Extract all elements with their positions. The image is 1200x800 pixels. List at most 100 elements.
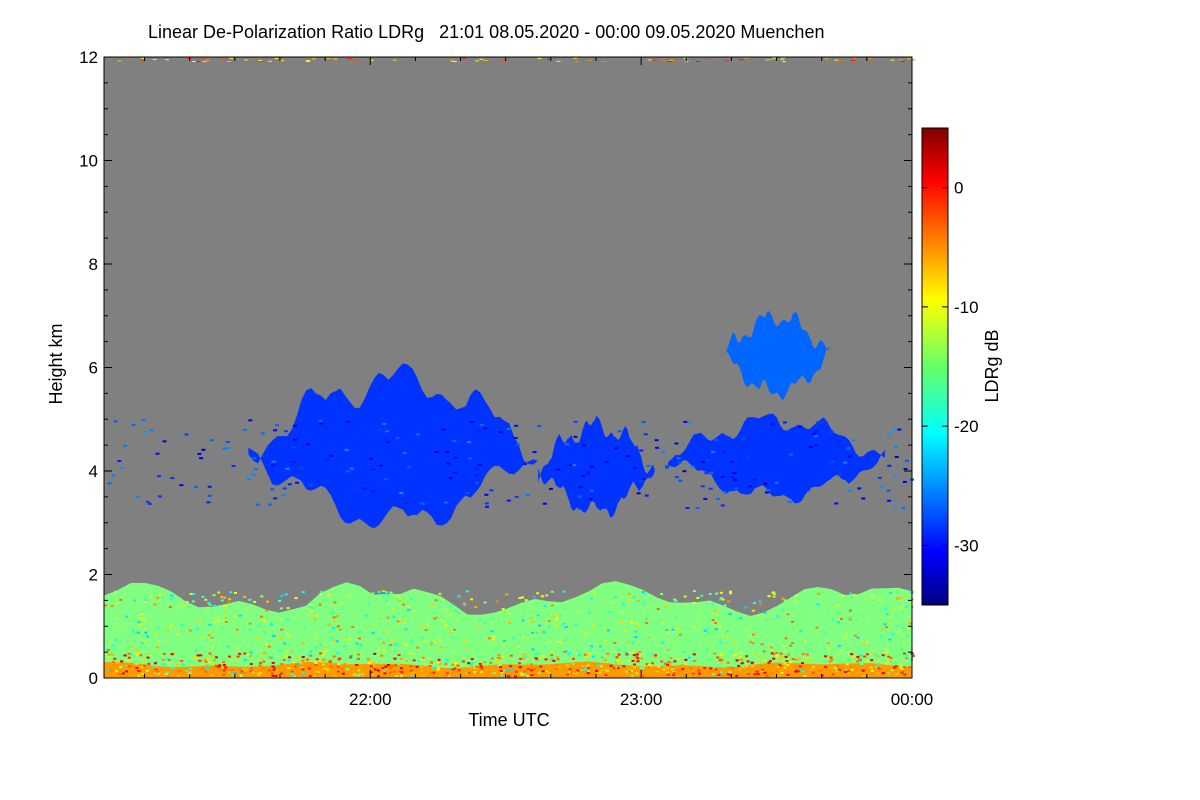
speckle-near-ground <box>629 669 633 672</box>
speckle-near-ground <box>398 670 402 673</box>
speckle-boundary-layer <box>675 627 679 630</box>
speckle-boundary-layer <box>206 667 209 670</box>
speckle-near-ground <box>576 669 580 672</box>
speckle-near-ground <box>271 665 275 668</box>
speckle-cloud-texture <box>117 460 122 462</box>
speckle-boundary-layer <box>130 645 134 648</box>
speckle-boundary-layer <box>554 618 558 621</box>
speckle-boundary-layer <box>358 637 361 640</box>
speckle-near-ground <box>835 664 839 667</box>
speckle-near-ground <box>147 662 151 665</box>
speckle-cloud-texture <box>893 505 898 508</box>
speckle-boundary-layer <box>213 621 216 623</box>
speckle-near-ground <box>467 662 471 665</box>
speckle-boundary-layer <box>224 616 228 619</box>
speckle-cloud-texture <box>523 463 527 466</box>
speckle-cloud-texture <box>514 495 519 498</box>
speckle-cloud-texture <box>260 432 265 435</box>
speckle-boundary-layer <box>104 604 108 607</box>
speckle-near-ground <box>602 655 606 657</box>
speckle-near-ground <box>213 659 216 662</box>
speckle-near-ground <box>273 673 277 675</box>
speckle-near-ground <box>530 663 534 666</box>
speckle-near-ground <box>831 673 835 676</box>
speckle-boundary-layer <box>279 618 283 621</box>
speckle-near-ground <box>526 668 530 671</box>
speckle-near-ground <box>537 672 541 675</box>
speckle-boundary-layer <box>483 601 487 604</box>
speckle-boundary-layer <box>682 603 686 605</box>
speckle-boundary-layer <box>634 630 638 633</box>
speckle-near-ground <box>249 663 253 665</box>
speckle-boundary-layer <box>138 623 142 626</box>
speckle-near-ground <box>617 653 621 656</box>
speckle-near-ground <box>381 667 385 670</box>
speckle-cloud-texture <box>586 470 591 473</box>
speckle-near-ground <box>544 658 548 661</box>
speckle-top-edge <box>449 59 454 61</box>
speckle-top-edge <box>258 59 263 61</box>
speckle-near-ground <box>818 673 822 676</box>
speckle-near-ground <box>605 669 608 672</box>
speckle-boundary-layer <box>653 655 657 658</box>
speckle-boundary-layer <box>397 595 401 598</box>
speckle-boundary-layer <box>333 601 337 604</box>
speckle-boundary-layer <box>175 663 179 666</box>
speckle-boundary-layer <box>896 597 900 600</box>
speckle-boundary-layer <box>142 639 146 642</box>
speckle-boundary-layer <box>157 640 160 642</box>
speckle-cloud-texture <box>646 465 651 467</box>
speckle-boundary-layer <box>906 627 910 630</box>
speckle-boundary-layer <box>781 607 785 610</box>
speckle-near-ground <box>632 654 636 657</box>
speckle-boundary-layer <box>521 596 525 599</box>
speckle-near-ground <box>234 658 238 661</box>
speckle-near-ground <box>530 669 534 672</box>
speckle-boundary-layer <box>728 647 732 650</box>
speckle-boundary-layer <box>654 622 658 625</box>
speckle-boundary-layer <box>258 664 262 667</box>
speckle-cloud-texture <box>782 421 787 424</box>
speckle-near-ground <box>288 656 292 659</box>
speckle-near-ground <box>262 660 266 663</box>
speckle-boundary-layer <box>647 619 651 622</box>
speckle-near-ground <box>522 653 526 656</box>
speckle-near-ground <box>142 659 145 662</box>
speckle-boundary-layer <box>890 669 894 671</box>
speckle-boundary-layer <box>253 600 257 603</box>
speckle-cloud-texture <box>371 490 376 493</box>
speckle-boundary-layer <box>170 667 174 670</box>
speckle-near-ground <box>740 662 744 665</box>
speckle-boundary-layer <box>848 618 852 621</box>
speckle-near-ground <box>428 665 432 668</box>
speckle-boundary-layer <box>784 637 788 640</box>
speckle-cloud-texture <box>483 427 488 430</box>
speckle-boundary-layer <box>741 666 745 669</box>
speckle-top-edge <box>452 61 457 62</box>
speckle-near-ground <box>480 667 484 670</box>
feature-upper-cloud-streak <box>722 311 831 400</box>
speckle-cloud-texture <box>741 437 746 440</box>
speckle-top-edge <box>333 58 338 60</box>
speckle-boundary-layer <box>186 640 190 643</box>
speckle-near-ground <box>824 655 828 658</box>
speckle-near-ground <box>581 665 584 668</box>
speckle-boundary-layer <box>620 594 623 597</box>
speckle-boundary-layer <box>672 630 676 633</box>
speckle-boundary-layer <box>223 610 227 613</box>
speckle-near-ground <box>763 660 767 663</box>
speckle-boundary-layer <box>900 648 904 651</box>
speckle-cloud-texture <box>282 487 287 490</box>
speckle-cloud-texture <box>362 487 367 490</box>
speckle-near-ground <box>509 665 513 668</box>
speckle-boundary-layer <box>333 620 337 623</box>
speckle-near-ground <box>534 657 538 660</box>
speckle-boundary-layer <box>863 597 866 600</box>
speckle-boundary-layer <box>246 606 249 609</box>
speckle-near-ground <box>259 662 262 665</box>
speckle-boundary-layer <box>739 617 743 619</box>
speckle-boundary-layer <box>887 672 891 675</box>
speckle-cloud-texture <box>643 433 648 436</box>
speckle-boundary-layer <box>324 650 328 653</box>
speckle-boundary-layer <box>125 615 129 618</box>
